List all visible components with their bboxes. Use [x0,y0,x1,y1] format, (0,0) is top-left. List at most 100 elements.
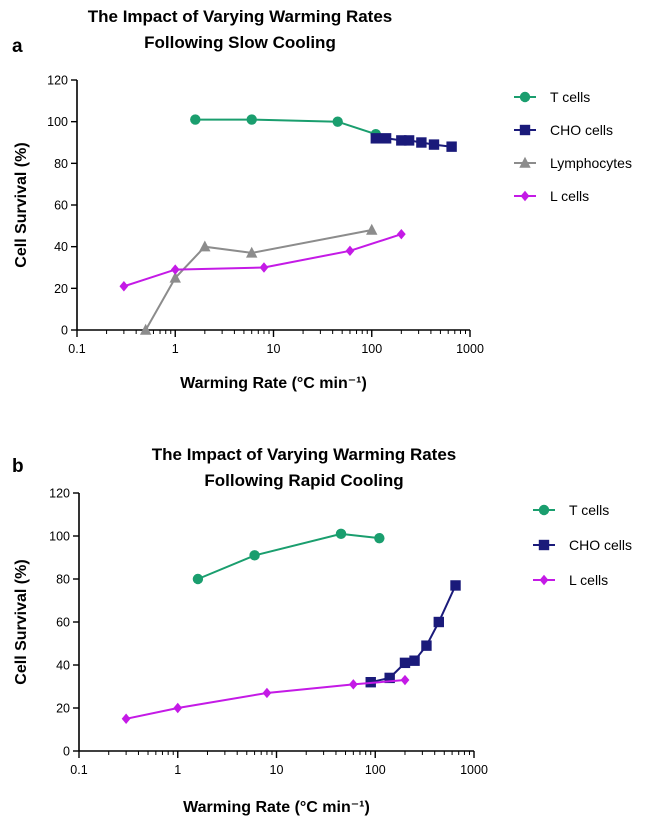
data-point-l-cells [262,687,272,699]
series-lymphocytes [139,223,378,335]
x-tick-label: 100 [365,763,386,777]
legend-label: L cells [569,572,608,588]
data-point-cho-cells [450,580,461,591]
y-tick-label: 100 [47,115,68,129]
data-point-cho-cells [416,137,427,148]
data-point-t-cells [374,532,385,544]
y-tick-label: 40 [54,240,68,254]
series-l-cells [119,228,406,292]
data-point-lymphocytes [199,240,211,252]
data-point-l-cells [259,262,269,273]
y-tick-label: 120 [49,487,70,501]
y-tick-label: 100 [49,530,70,544]
series-line-t-cells [197,532,380,580]
panel-label: a [12,36,23,57]
y-tick-label: 60 [56,616,70,630]
data-point-cho-cells [380,133,392,144]
chart-title-line: Following Rapid Cooling [204,471,403,490]
data-point-l-cells [121,713,131,724]
y-axis-label: Cell Survival (%) [13,559,30,684]
series-line-cho-cells [370,585,457,684]
data-point-cho-cells [399,657,411,669]
x-tick-label: 0.1 [68,342,85,356]
y-tick-label: 0 [63,745,70,759]
data-point-cho-cells [433,616,444,628]
y-tick-label: 20 [54,282,68,296]
data-point-t-cells [332,116,343,127]
legend-label: CHO cells [569,537,632,553]
legend-item-lymphocytes: Lymphocytes [514,155,632,171]
series-line-t-cells [195,118,377,136]
series-cho-cells [365,580,461,688]
x-axis-label: Warming Rate (°C min⁻¹) [180,375,367,392]
series-t-cells [192,528,385,585]
chart-title-line: The Impact of Varying Warming Rates [88,7,393,26]
legend-marker [519,91,531,103]
legend-item-t-cells: T cells [533,502,609,518]
y-tick-label: 80 [54,157,68,171]
legend-item-cho-cells: CHO cells [514,122,613,138]
data-point-l-cells [170,264,180,275]
data-point-cho-cells [428,139,440,150]
series-line-l-cells [125,679,406,720]
x-tick-label: 100 [361,342,382,356]
y-tick-label: 120 [47,74,68,88]
legend-label: T cells [569,502,609,518]
panel-label: b [12,456,24,477]
series-l-cells [121,674,410,724]
legend-label: T cells [550,89,590,105]
legend-marker [520,190,530,202]
legend-item-cho-cells: CHO cells [533,537,632,553]
data-point-t-cells [190,114,201,125]
legend-marker [538,539,550,551]
data-point-t-cells [335,528,347,540]
data-point-l-cells [396,228,406,240]
y-tick-label: 80 [56,573,70,587]
legend-label: L cells [550,188,589,204]
y-tick-label: 60 [54,199,68,213]
x-tick-label: 10 [267,342,281,356]
x-axis-label: Warming Rate (°C min⁻¹) [183,799,370,816]
series-line-l-cells [123,233,402,288]
legend-marker [539,574,549,586]
data-point-t-cells [246,114,257,125]
data-point-cho-cells [396,135,407,146]
data-point-cho-cells [403,135,415,146]
legend-label: CHO cells [550,122,613,138]
data-point-t-cells [192,573,204,585]
chart-title-line: The Impact of Varying Warming Rates [152,445,457,464]
data-point-l-cells [173,702,183,714]
data-point-l-cells [345,245,355,257]
y-axis-label: Cell Survival (%) [13,142,30,267]
series-t-cells [190,114,382,140]
data-point-lymphocytes [139,323,152,335]
x-tick-label: 1 [172,342,179,356]
legend-item-t-cells: T cells [514,89,590,105]
x-tick-label: 1000 [456,342,484,356]
legend-marker [519,156,531,168]
x-tick-label: 1 [174,763,181,777]
y-tick-label: 20 [56,702,70,716]
series-line-lymphocytes [144,229,372,331]
x-tick-label: 10 [270,763,284,777]
x-tick-label: 0.1 [70,763,87,777]
legend-item-l-cells: L cells [533,572,608,588]
data-point-lymphocytes [169,271,181,283]
data-point-l-cells [348,679,358,690]
legend-marker [538,504,550,516]
data-point-cho-cells [384,672,395,684]
data-point-cho-cells [370,133,382,144]
series-cho-cells [370,133,457,152]
chart-panel-b: b The Impact of Varying Warming Rates Foll… [12,445,632,816]
y-tick-label: 40 [56,659,70,673]
data-point-lymphocytes [366,223,378,235]
data-point-l-cells [119,281,129,292]
chart-panel-a: a The Impact of Varying Warming Rates Foll… [12,7,632,392]
data-point-lymphocytes [246,246,258,258]
data-point-cho-cells [421,640,432,651]
legend-item-l-cells: L cells [514,188,589,204]
data-point-l-cells [400,674,410,686]
chart-title-line: Following Slow Cooling [144,33,336,52]
x-tick-label: 1000 [460,763,488,777]
